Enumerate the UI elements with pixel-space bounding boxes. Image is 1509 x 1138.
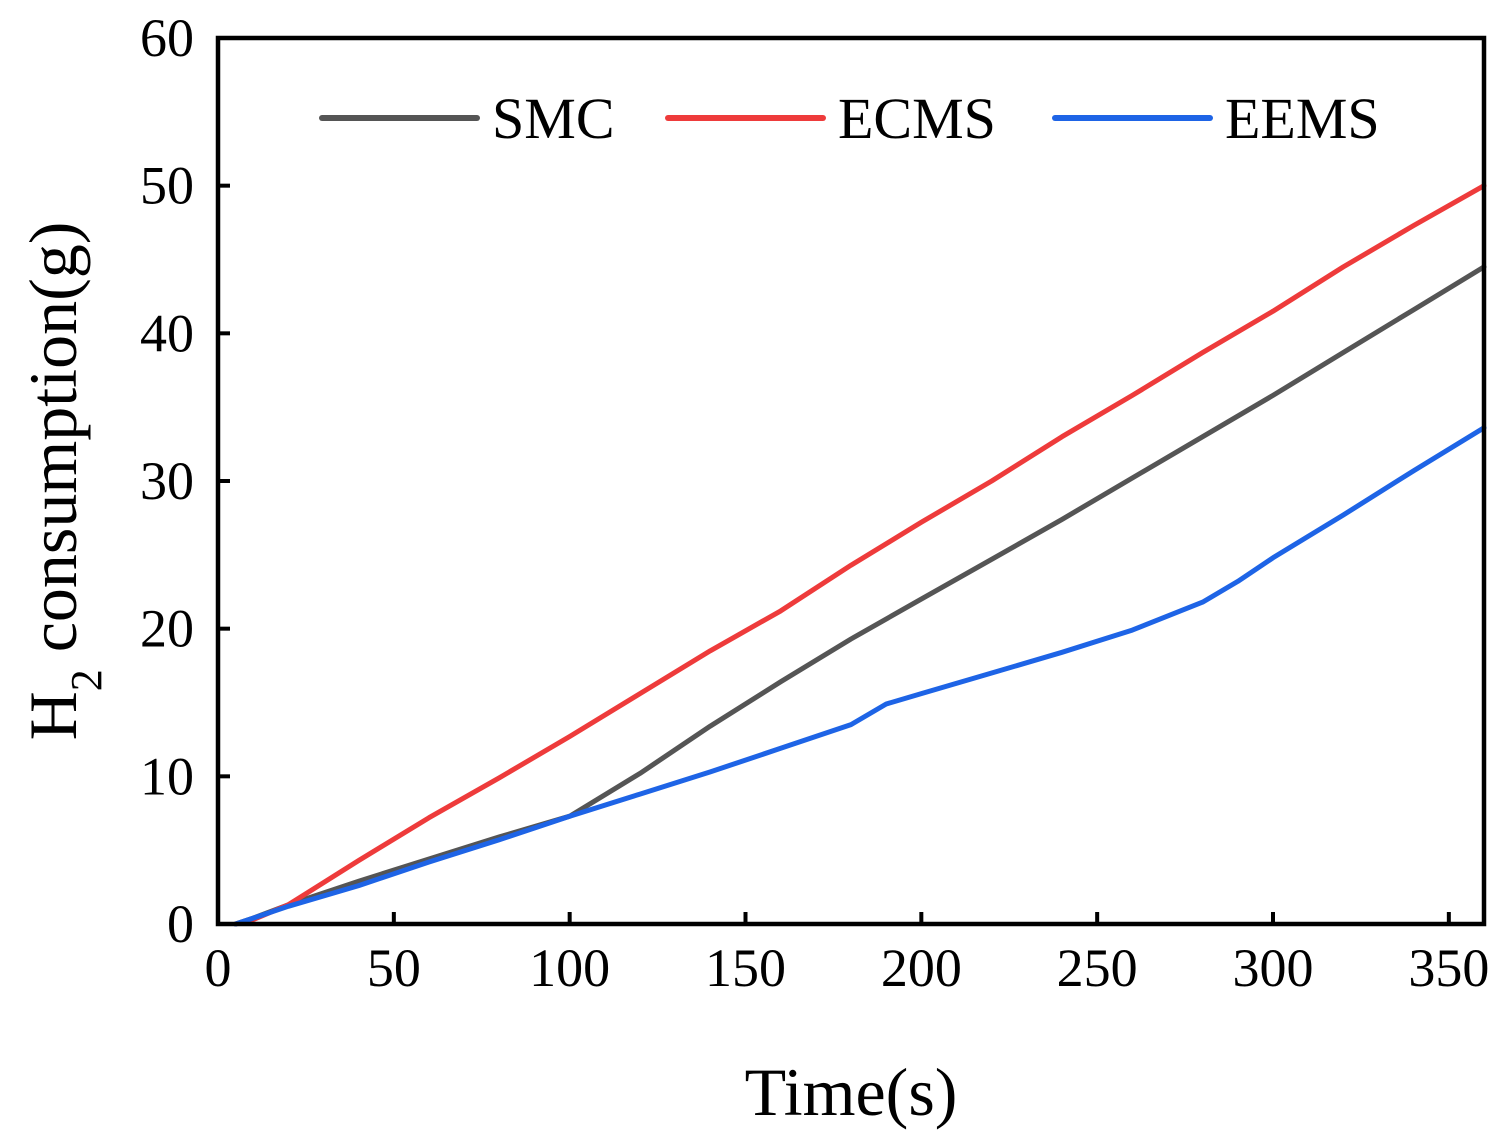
legend-label-smc: SMC xyxy=(492,86,615,151)
x-tick-label: 300 xyxy=(1233,938,1314,998)
y-tick-label: 40 xyxy=(140,303,194,363)
y-tick-label: 30 xyxy=(140,451,194,511)
legend-label-ecms: ECMS xyxy=(838,86,996,151)
x-tick-label: 200 xyxy=(881,938,962,998)
series-layer xyxy=(233,183,1487,927)
x-tick-label: 100 xyxy=(529,938,610,998)
y-tick-label: 0 xyxy=(167,894,194,954)
y-axis-title-prefix: H xyxy=(15,691,91,740)
x-axis-title: Time(s) xyxy=(745,1054,958,1130)
plot-frame xyxy=(215,35,1487,927)
series-line-smc xyxy=(233,264,1487,927)
series-line-ecms xyxy=(233,183,1487,927)
legend: SMC ECMS EEMS xyxy=(319,86,1380,151)
x-tick-label: 250 xyxy=(1057,938,1138,998)
x-tick-label: 50 xyxy=(367,938,421,998)
x-tick-label: 150 xyxy=(705,938,786,998)
y-axis-title-suffix: consumption(g) xyxy=(15,222,91,670)
x-tick-label: 350 xyxy=(1408,938,1489,998)
tick-layer: 0 50 100 150 200 250 300 350 0 10 20 30 40 50 60 xyxy=(140,8,1489,998)
y-tick-label: 60 xyxy=(140,8,194,68)
y-tick-label: 20 xyxy=(140,599,194,659)
y-axis-title-subscript: 2 xyxy=(62,669,111,691)
y-axis-title: H2 consumption(g) xyxy=(15,222,111,741)
y-tick-label: 50 xyxy=(140,156,194,216)
series-line-eems xyxy=(233,425,1487,927)
legend-label-eems: EEMS xyxy=(1225,86,1380,151)
x-tick-label: 0 xyxy=(205,938,232,998)
y-tick-label: 10 xyxy=(140,746,194,806)
